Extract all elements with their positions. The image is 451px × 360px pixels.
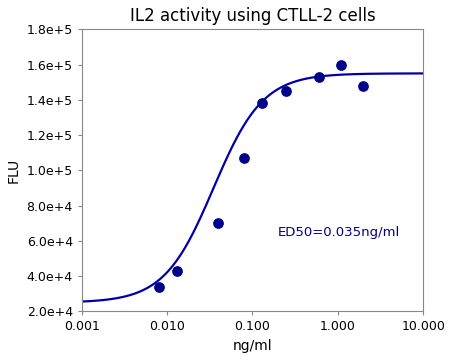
Point xyxy=(214,220,221,226)
Point xyxy=(155,284,162,290)
Point xyxy=(258,100,265,106)
Point xyxy=(359,83,366,89)
Point xyxy=(173,268,180,274)
Point xyxy=(337,62,344,67)
Y-axis label: FLU: FLU xyxy=(7,158,21,183)
X-axis label: ng/ml: ng/ml xyxy=(232,339,272,353)
Point xyxy=(282,88,290,94)
Text: ED50=0.035ng/ml: ED50=0.035ng/ml xyxy=(277,226,400,239)
Title: IL2 activity using CTLL-2 cells: IL2 activity using CTLL-2 cells xyxy=(129,7,374,25)
Point xyxy=(240,155,247,161)
Point xyxy=(314,74,322,80)
